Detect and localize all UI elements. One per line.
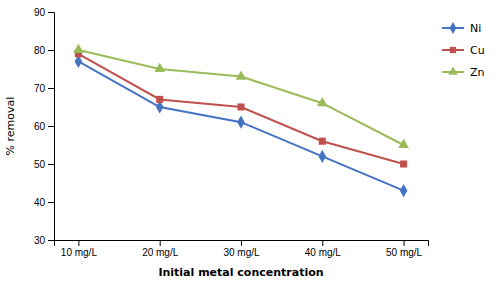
chart-container: 10 mg/L 20 mg/L 30 mg/L 40 mg/L 50 mg/L 30 40 5…	[0, 0, 500, 282]
legend-label: Cu	[470, 44, 485, 57]
y-tick-label: 60	[34, 121, 46, 132]
y-tick-label: 70	[34, 83, 46, 94]
x-tick: 30 mg/L	[223, 240, 260, 258]
y-tick-label: 40	[34, 197, 46, 208]
x-tick-label: 40 mg/L	[305, 247, 342, 258]
y-tick-label: 80	[34, 45, 46, 56]
series-marker	[398, 139, 409, 148]
series-group	[73, 44, 409, 197]
y-tick-mark	[48, 240, 54, 241]
legend-item: Ni	[442, 22, 481, 35]
x-tick-mark	[322, 240, 323, 246]
legend-label: Ni	[470, 22, 481, 35]
y-tick-label: 30	[34, 235, 46, 246]
x-tick-label: 50 mg/L	[386, 247, 423, 258]
x-tick: 10 mg/L	[61, 240, 98, 258]
series-marker	[400, 160, 407, 167]
x-tick: 50 mg/L	[386, 240, 423, 258]
x-tick-mark	[404, 240, 405, 246]
y-tick: 90	[34, 7, 54, 18]
y-tick: 40	[34, 197, 54, 208]
series-marker	[317, 97, 328, 106]
series-marker	[154, 63, 165, 72]
series-marker	[156, 96, 163, 103]
y-tick-mark	[48, 12, 54, 13]
legend-swatch-marker	[450, 22, 457, 34]
x-axis-title: Initial metal concentration	[158, 266, 323, 279]
x-tick: 40 mg/L	[305, 240, 342, 258]
y-tick-mark	[48, 50, 54, 51]
series-marker	[236, 70, 247, 79]
x-tick-label: 30 mg/L	[223, 247, 260, 258]
y-axis-line	[48, 13, 55, 241]
x-tick-mark	[241, 240, 242, 246]
series-marker	[319, 150, 327, 163]
x-tick: 20 mg/L	[142, 240, 179, 258]
y-tick: 60	[34, 121, 54, 132]
y-tick: 50	[34, 159, 54, 170]
y-tick: 30	[34, 235, 54, 246]
y-tick-mark	[48, 202, 54, 203]
x-tick-mark	[78, 240, 79, 246]
legend-swatch-marker	[448, 66, 458, 74]
y-tick-mark	[48, 126, 54, 127]
y-axis-title: % removal	[4, 97, 17, 156]
y-axis: 30 40 50 60 70 80 90	[34, 7, 55, 246]
series-line	[78, 54, 403, 164]
series-marker	[319, 138, 326, 145]
y-tick-mark	[48, 164, 54, 165]
legend-item: Cu	[442, 44, 485, 57]
x-axis: 10 mg/L 20 mg/L 30 mg/L 40 mg/L 50 mg/L	[55, 240, 429, 258]
plot: 10 mg/L 20 mg/L 30 mg/L 40 mg/L 50 mg/L 30 40 5…	[34, 7, 429, 258]
legend-item: Zn	[442, 66, 485, 79]
y-tick: 70	[34, 83, 54, 94]
y-tick: 80	[34, 45, 54, 56]
x-tick-label: 10 mg/L	[61, 247, 98, 258]
series-line	[78, 50, 403, 145]
chart-svg: 10 mg/L 20 mg/L 30 mg/L 40 mg/L 50 mg/L 30 40 5…	[0, 0, 500, 282]
y-tick-label: 90	[34, 7, 46, 18]
series-marker	[237, 103, 244, 110]
x-tick-mark	[160, 240, 161, 246]
series-marker	[400, 184, 408, 197]
y-tick-mark	[48, 88, 54, 89]
legend-swatch-marker	[450, 47, 456, 53]
x-tick-label: 20 mg/L	[142, 247, 179, 258]
series-marker	[237, 116, 245, 129]
y-tick-label: 50	[34, 159, 46, 170]
legend: Ni Cu Zn	[442, 22, 485, 79]
series-marker	[73, 44, 84, 53]
legend-label: Zn	[470, 66, 485, 79]
x-axis-line	[55, 241, 429, 247]
